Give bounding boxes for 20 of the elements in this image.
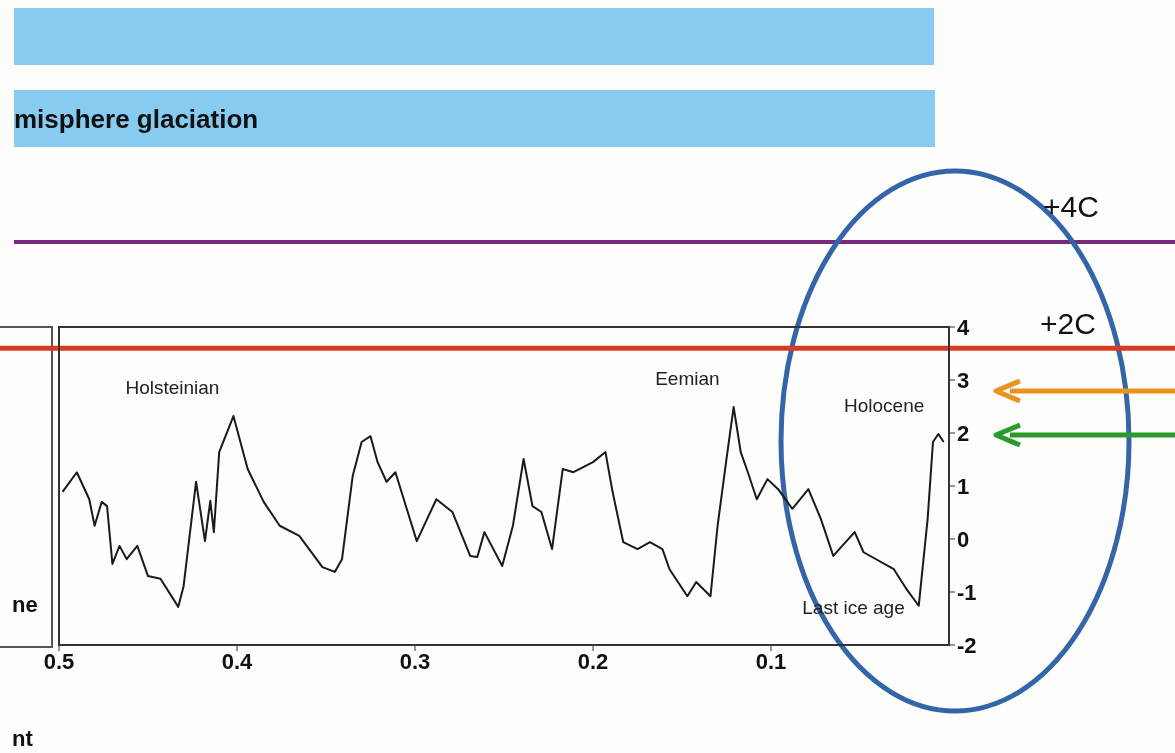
- text: nt: [12, 726, 33, 752]
- text: ne: [12, 592, 38, 618]
- y-tick-label: -1: [957, 579, 977, 605]
- text: +4C: [1043, 190, 1099, 225]
- text: misphere glaciation: [14, 104, 259, 135]
- x-tick-label: 0.5: [43, 648, 75, 674]
- y-tick-label: 1: [957, 473, 970, 499]
- y-tick-label: 4: [957, 314, 970, 340]
- y-tick-label: 2: [957, 420, 970, 446]
- x-tick-label: 0.2: [577, 648, 609, 674]
- y-tick-label: -2: [957, 632, 977, 658]
- x-tick-label: 0.1: [755, 648, 787, 674]
- y-tick-label: 0: [957, 526, 970, 552]
- y-tick-label: 3: [957, 367, 970, 393]
- annotation: Holsteinian: [125, 377, 220, 399]
- annotation: Holocene: [844, 395, 925, 417]
- ref-line-label: +2C: [1040, 307, 1096, 341]
- annotation: Eemian: [655, 368, 720, 390]
- x-tick-label: 0.4: [221, 648, 254, 674]
- x-tick-label: 0.3: [399, 648, 431, 674]
